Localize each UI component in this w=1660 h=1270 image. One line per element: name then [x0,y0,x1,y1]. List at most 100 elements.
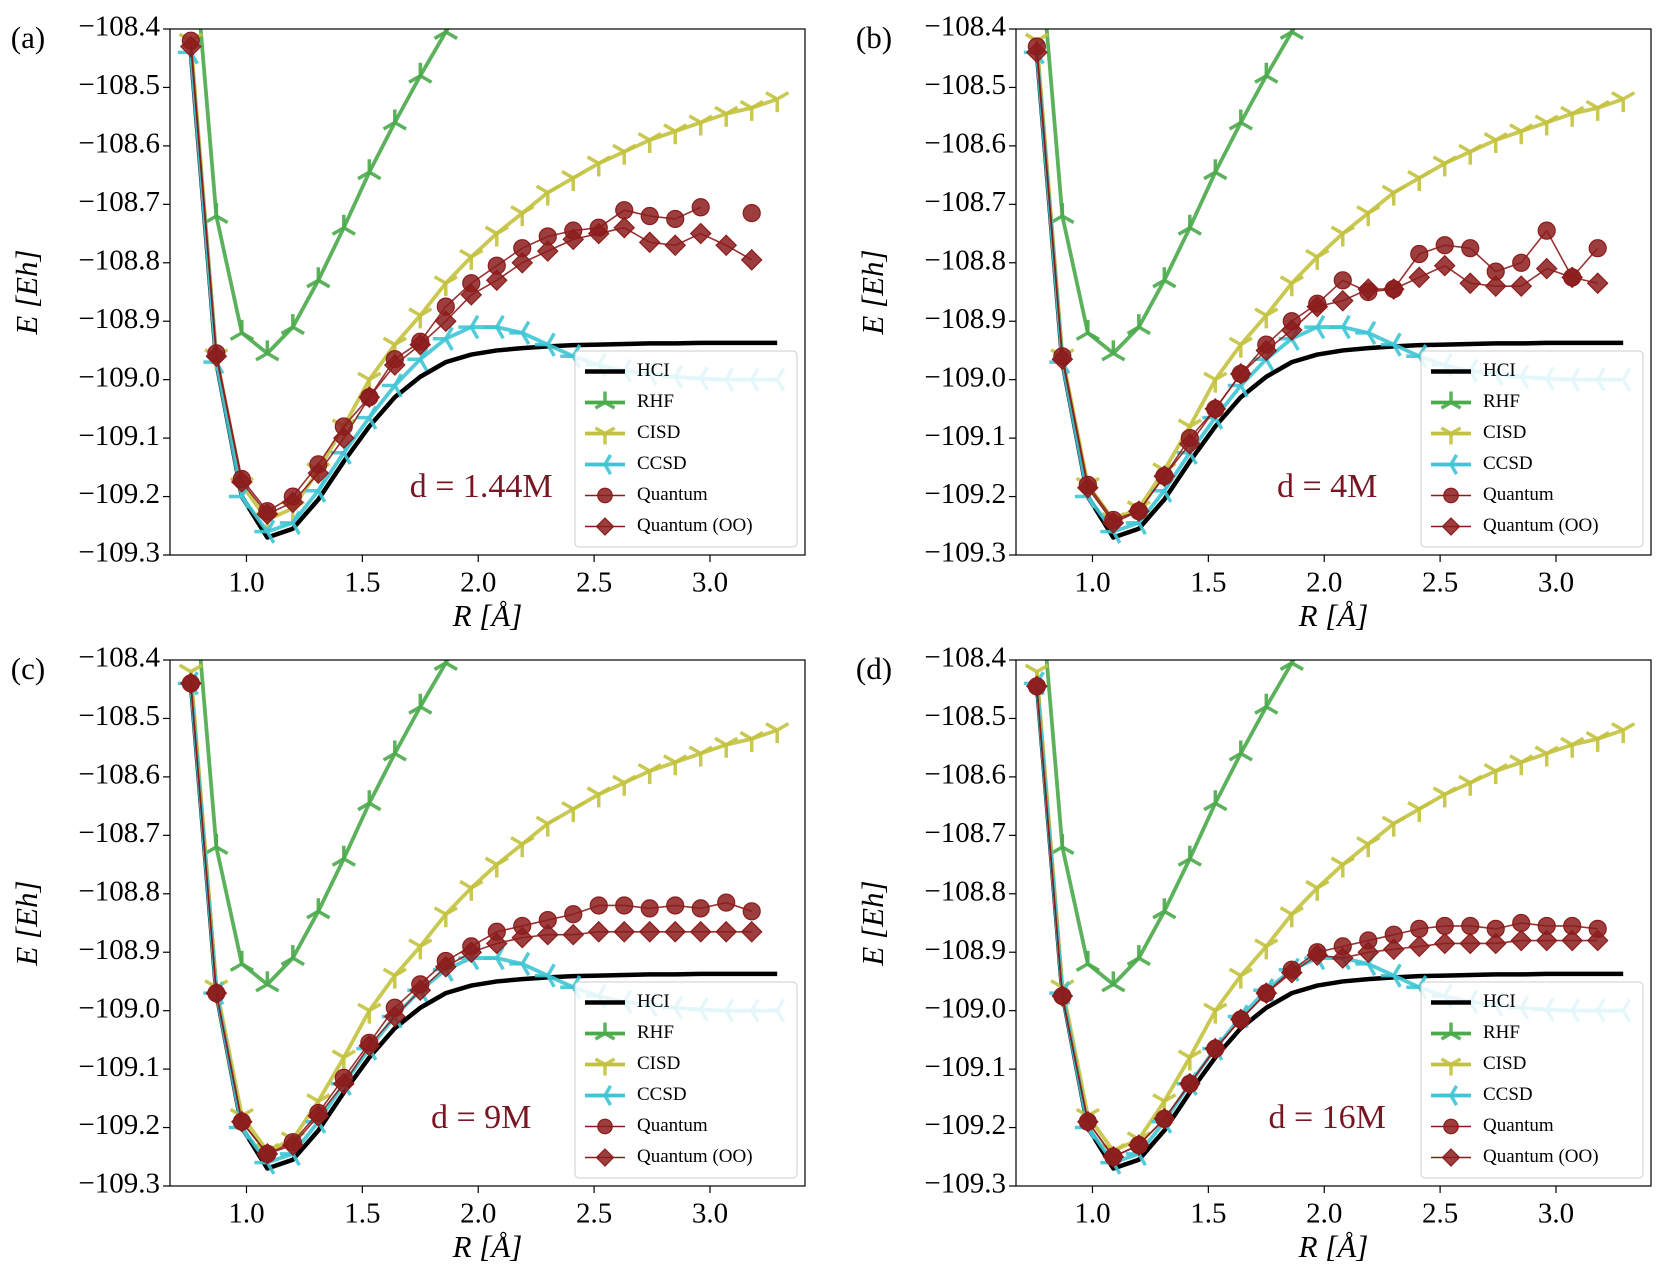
y-tick-label: −109.2 [924,1109,1006,1141]
marker [1408,935,1431,958]
marker [1586,272,1609,295]
legend: HCI RHF CISD CCSD Quantum Quantum (OO) [574,981,798,1179]
marker [1178,433,1201,455]
marker [280,945,305,967]
marker [1280,319,1303,341]
marker [229,950,254,972]
legend-label: CCSD [1483,1084,1533,1105]
legend: HCI RHF CISD CCSD Quantum Quantum (OO) [1420,350,1644,548]
marker [305,478,327,503]
marker [307,462,330,485]
marker [1561,929,1584,952]
legend-marker [597,1118,613,1135]
legend-marker [594,1022,616,1041]
y-tick-label: −108.7 [924,817,1006,849]
series-line [1044,660,1296,987]
x-axis-label: R [Å] [1298,598,1369,633]
legend-label: Quantum (OO) [637,1146,753,1167]
marker [1279,29,1304,40]
legend-label: HCI [1483,360,1516,381]
marker [1203,1002,1228,1024]
marker [1279,275,1304,297]
panel: 1.0 1.5 2.0 2.5 3.0 −109.3 −109.2 −109.1 −109.0 −… [9,642,806,1264]
marker [1026,675,1048,698]
marker [382,740,407,762]
marker [230,1110,253,1133]
series-line [188,52,778,540]
legend-marker [1443,487,1459,504]
marker [717,893,736,912]
y-axis-label: E [Eh] [855,249,890,335]
x-tick-label: 2.0 [460,567,496,599]
marker [535,815,560,837]
marker [664,920,687,943]
marker [688,745,713,767]
marker [484,225,509,247]
legend-marker [595,1148,615,1167]
legend-label: Quantum (OO) [637,515,753,536]
y-tick-label: −109.0 [924,992,1006,1024]
marker [663,123,688,145]
marker [1509,754,1534,776]
marker [1279,660,1304,671]
marker [1153,1107,1176,1130]
marker [1483,132,1508,154]
marker [1254,938,1279,960]
y-tick-label: −108.8 [78,875,160,907]
marker [742,204,761,223]
marker [1357,278,1380,300]
marker [1512,253,1531,272]
legend-marker [1440,1022,1462,1041]
marker [1304,314,1326,340]
marker [256,1143,279,1165]
y-tick-label: −108.4 [924,11,1006,43]
y-tick-label: −108.9 [924,303,1006,335]
legend-box [574,981,798,1179]
axes-frame [169,28,806,556]
legend-label: CCSD [1483,453,1533,474]
y-tick-label: −108.5 [924,700,1006,732]
legend-box [574,350,798,548]
marker [612,774,637,796]
marker [433,275,458,297]
legend-marker [1440,391,1462,410]
y-tick-label: −109.3 [78,537,160,569]
marker [1355,320,1377,346]
marker [1051,985,1074,1007]
marker [587,920,610,943]
annotation: d = 16M [1268,1099,1385,1136]
marker [458,314,480,340]
marker [1381,815,1406,837]
marker [1458,774,1483,796]
marker [1076,1110,1099,1133]
panel: 1.0 1.5 2.0 2.5 3.0 −109.3 −109.2 −109.1 −109.0 −… [855,11,1652,633]
y-tick-label: −108.9 [78,934,160,966]
marker [1153,465,1176,487]
marker [459,879,484,901]
x-tick-label: 2.0 [460,1198,496,1230]
marker [640,206,659,226]
marker [509,951,531,977]
marker [358,1034,381,1057]
y-tick-label: −109.0 [78,361,160,393]
marker [509,320,531,346]
y-tick-label: −108.5 [78,69,160,101]
marker [666,896,685,915]
marker [255,971,280,993]
marker [1331,289,1354,312]
y-tick-label: −108.5 [78,700,160,732]
legend-marker [1439,1085,1459,1106]
marker [638,231,661,254]
marker [562,228,585,251]
marker [511,251,534,274]
marker [1254,693,1279,715]
marker [408,938,433,960]
legend-label: Quantum [637,1115,708,1136]
marker [1204,398,1227,420]
series-line [1034,683,1624,1171]
marker [1279,906,1304,928]
marker [1102,1145,1125,1168]
marker [1075,319,1100,341]
marker [331,214,356,236]
